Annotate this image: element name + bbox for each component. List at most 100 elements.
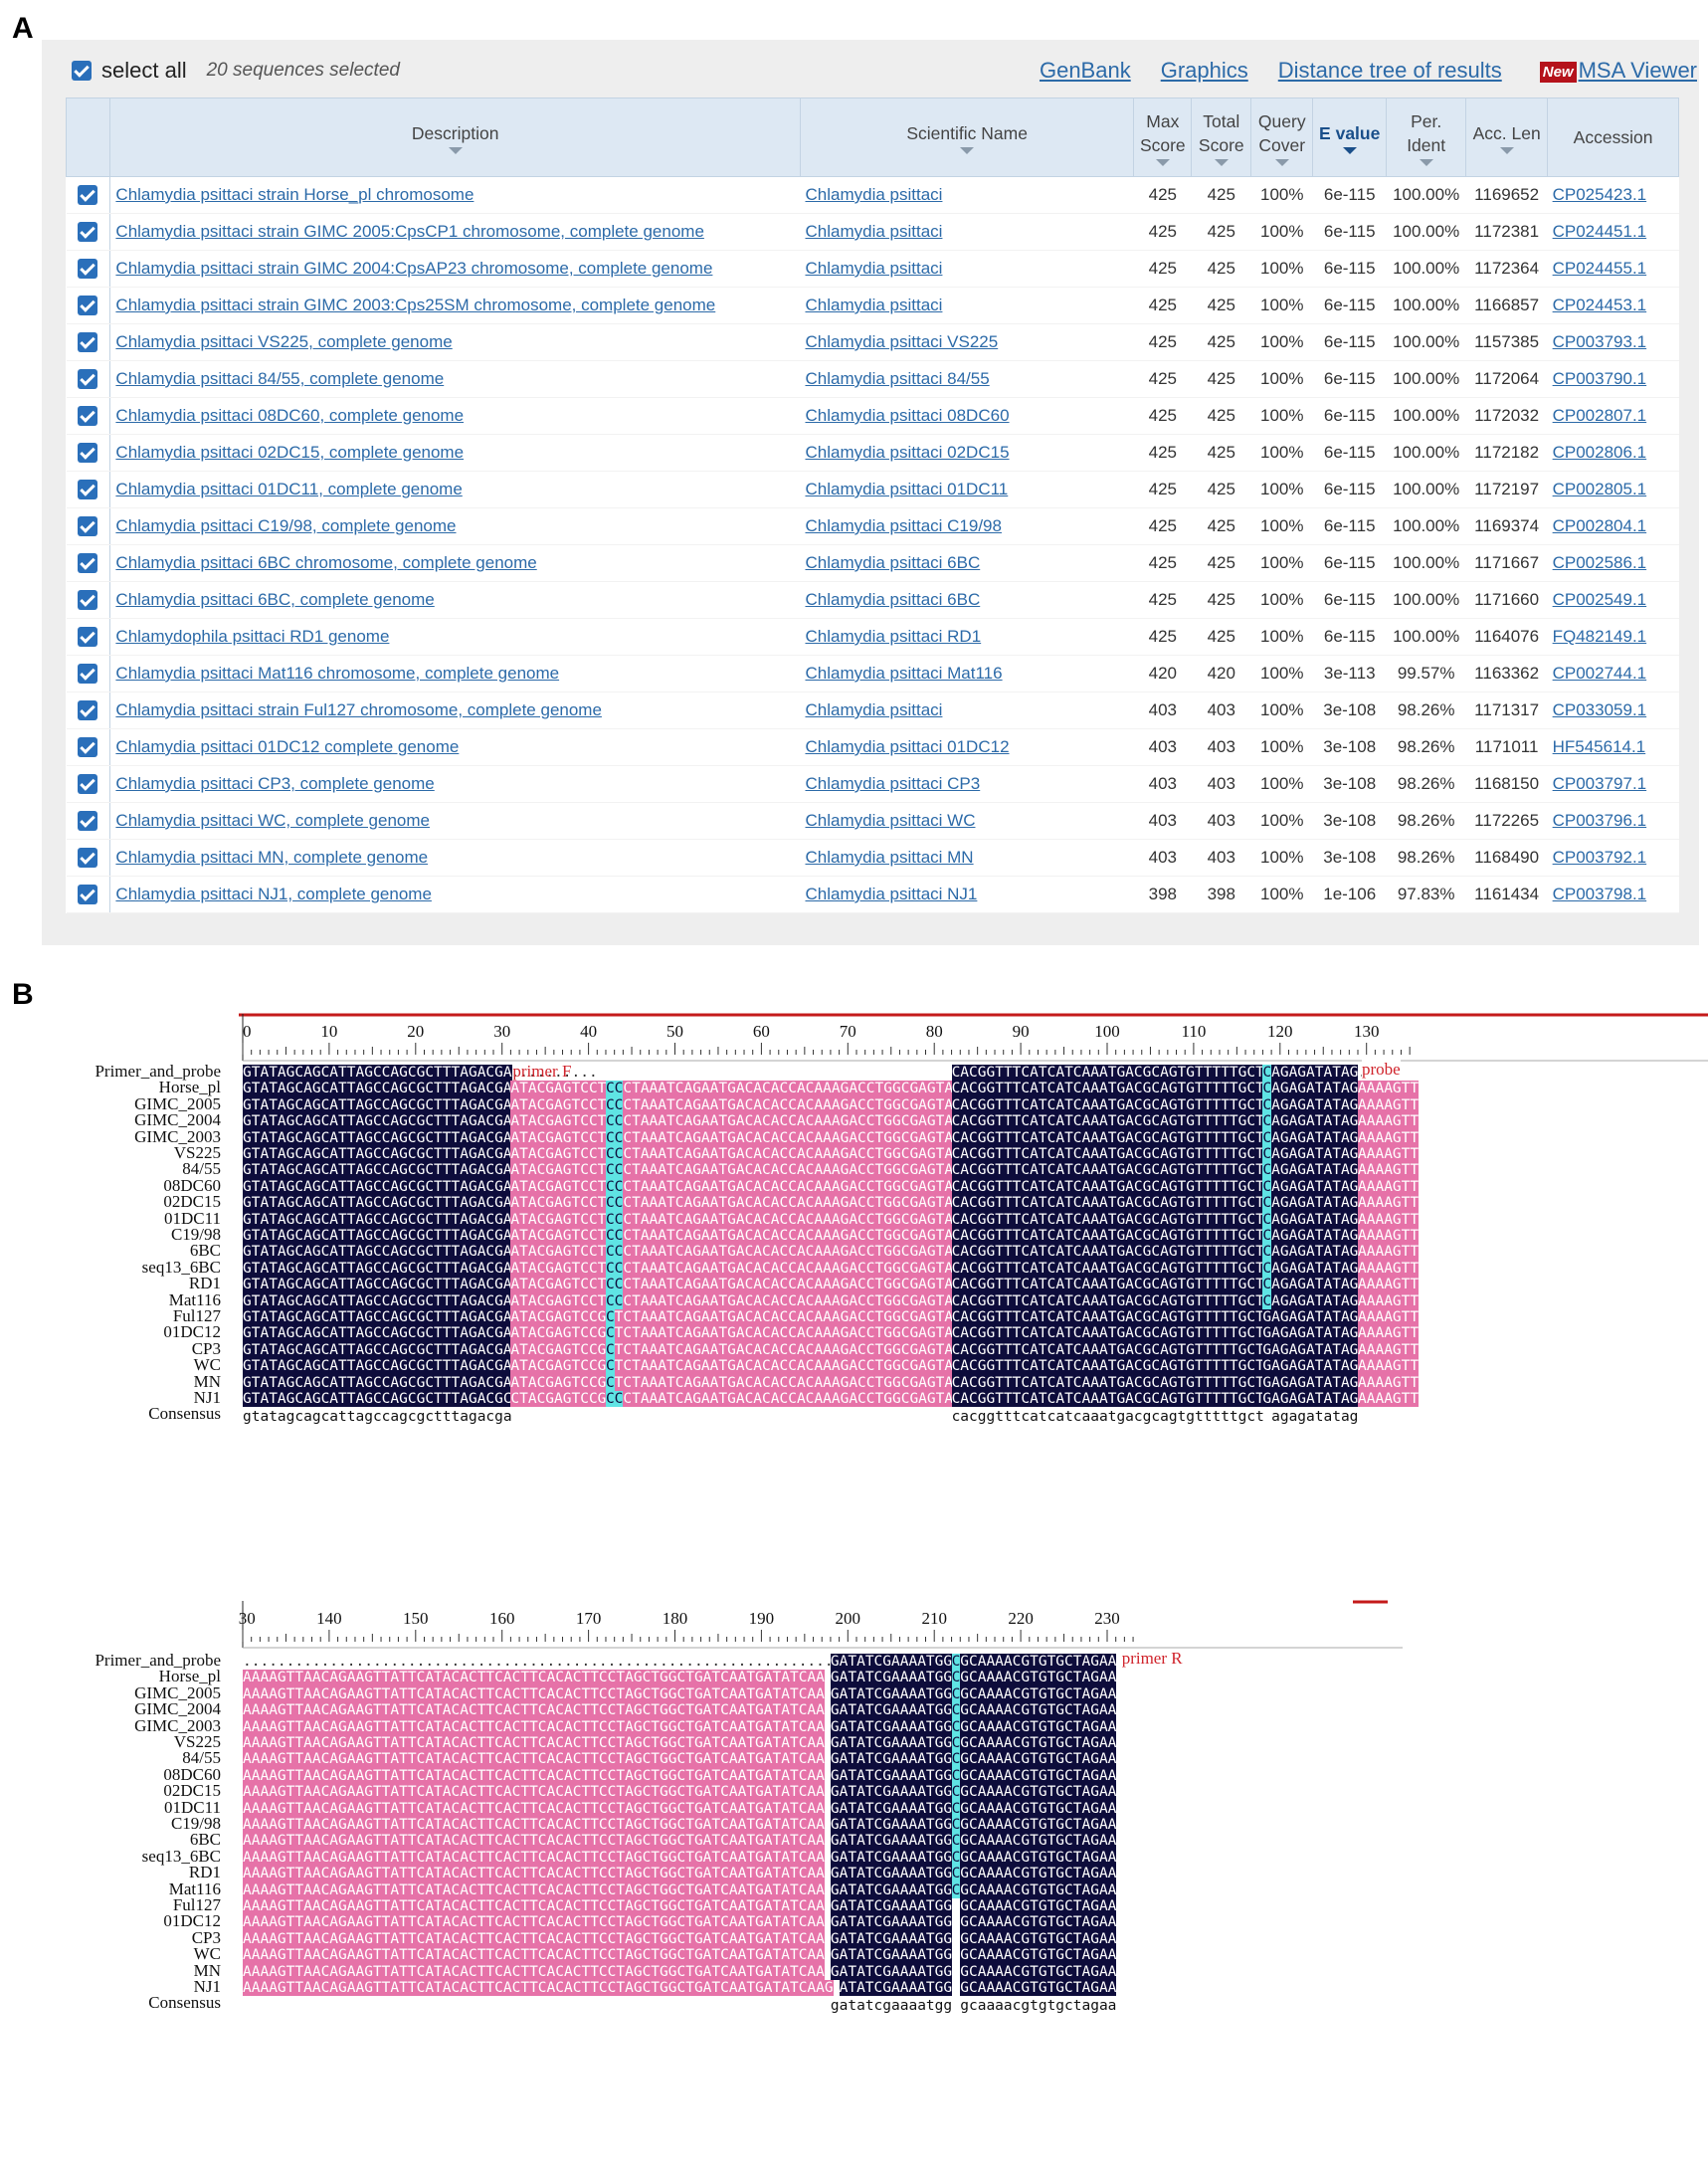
row-checkbox[interactable]	[78, 185, 98, 206]
description-link[interactable]: Chlamydia psittaci strain Ful127 chromos…	[115, 700, 602, 719]
col-description[interactable]: Description	[109, 98, 801, 177]
scientific-name-link[interactable]: Chlamydia psittaci	[805, 185, 943, 204]
accession-link[interactable]: CP002804.1	[1552, 516, 1647, 535]
snp-base: C	[605, 1292, 615, 1309]
accession-link[interactable]: CP024453.1	[1552, 296, 1647, 314]
description-link[interactable]: Chlamydia psittaci C19/98, complete geno…	[115, 516, 457, 535]
col-per-ident[interactable]: Per. Ident	[1386, 98, 1467, 177]
accession-link[interactable]: CP002744.1	[1552, 664, 1647, 683]
scientific-name-link[interactable]: Chlamydia psittaci 02DC15	[805, 443, 1010, 462]
description-link[interactable]: Chlamydia psittaci 02DC15, complete geno…	[115, 443, 465, 462]
description-link[interactable]: Chlamydia psittaci 6BC, complete genome	[115, 590, 435, 609]
description-link[interactable]: Chlamydia psittaci MN, complete genome	[115, 848, 429, 867]
row-checkbox[interactable]	[78, 369, 98, 390]
row-checkbox[interactable]	[78, 885, 98, 905]
accession-link[interactable]: CP025423.1	[1552, 185, 1647, 204]
scientific-name-link[interactable]: Chlamydia psittaci WC	[805, 811, 976, 830]
graphics-link[interactable]: Graphics	[1160, 58, 1248, 83]
genbank-link[interactable]: GenBank	[1039, 58, 1131, 83]
accession-link[interactable]: CP002549.1	[1552, 590, 1647, 609]
accession-link[interactable]: CP024451.1	[1552, 222, 1647, 241]
row-checkbox[interactable]	[78, 848, 98, 869]
scientific-name-link[interactable]: Chlamydia psittaci 08DC60	[805, 406, 1010, 425]
col-e-value[interactable]: E value	[1312, 98, 1388, 177]
row-checkbox[interactable]	[78, 664, 98, 685]
scientific-name-link[interactable]: Chlamydia psittaci CP3	[805, 774, 981, 793]
description-link[interactable]: Chlamydia psittaci VS225, complete genom…	[115, 332, 453, 351]
accession-link[interactable]: CP003793.1	[1552, 332, 1647, 351]
col-query-cover[interactable]: Query Cover	[1250, 98, 1314, 177]
scientific-name-link[interactable]: Chlamydia psittaci 6BC	[805, 590, 981, 609]
row-checkbox[interactable]	[78, 406, 98, 427]
row-checkbox[interactable]	[78, 259, 98, 280]
row-checkbox[interactable]	[78, 627, 98, 648]
accession-link[interactable]: CP033059.1	[1552, 700, 1647, 719]
accession-link[interactable]: HF545614.1	[1552, 737, 1646, 756]
scientific-name-link[interactable]: Chlamydia psittaci VS225	[805, 332, 999, 351]
select-all-checkbox[interactable]	[72, 61, 92, 81]
description-link[interactable]: Chlamydia psittaci WC, complete genome	[115, 811, 430, 830]
accession-link[interactable]: CP002806.1	[1552, 443, 1647, 462]
accession-link[interactable]: FQ482149.1	[1552, 627, 1647, 646]
description-link[interactable]: Chlamydophila psittaci RD1 genome	[115, 627, 390, 646]
msa-viewer-link[interactable]: MSA Viewer	[1578, 58, 1697, 83]
row-checkbox[interactable]	[78, 774, 98, 795]
row-checkbox[interactable]	[78, 480, 98, 500]
col-max-score[interactable]: Max Score	[1133, 98, 1193, 177]
scientific-name-link[interactable]: Chlamydia psittaci NJ1	[805, 885, 978, 903]
description-link[interactable]: Chlamydia psittaci Mat116 chromosome, co…	[115, 664, 560, 683]
row-checkbox[interactable]	[78, 222, 98, 243]
description-link[interactable]: Chlamydia psittaci CP3, complete genome	[115, 774, 435, 793]
row-checkbox[interactable]	[78, 553, 98, 574]
accession-link[interactable]: CP024455.1	[1552, 259, 1647, 278]
select-all-label[interactable]: select all	[101, 58, 187, 83]
scientific-name-link[interactable]: Chlamydia psittaci	[805, 222, 943, 241]
col-total-score[interactable]: Total Score	[1191, 98, 1252, 177]
scientific-name-link[interactable]: Chlamydia psittaci	[805, 296, 943, 314]
description-link[interactable]: Chlamydia psittaci strain GIMC 2005:CpsC…	[115, 222, 704, 241]
row-checkbox[interactable]	[78, 811, 98, 832]
row-checkbox[interactable]	[78, 443, 98, 464]
description-link[interactable]: Chlamydia psittaci strain GIMC 2003:Cps2…	[115, 296, 716, 314]
description-link[interactable]: Chlamydia psittaci 01DC12 complete genom…	[115, 737, 460, 756]
description-link[interactable]: Chlamydia psittaci 08DC60, complete geno…	[115, 406, 465, 425]
accession-link[interactable]: CP003797.1	[1552, 774, 1647, 793]
col-acc-len[interactable]: Acc. Len	[1465, 98, 1549, 177]
row-checkbox[interactable]	[78, 737, 98, 758]
scientific-name-link[interactable]: Chlamydia psittaci RD1	[805, 627, 982, 646]
col-scientific-name[interactable]: Scientific Name	[799, 98, 1135, 177]
scientific-name-link[interactable]: Chlamydia psittaci Mat116	[805, 664, 1003, 683]
scientific-name-link[interactable]: Chlamydia psittaci C19/98	[805, 516, 1002, 535]
scientific-name-link[interactable]: Chlamydia psittaci	[805, 700, 943, 719]
description-link[interactable]: Chlamydia psittaci strain GIMC 2004:CpsA…	[115, 259, 713, 278]
accession-link[interactable]: CP002805.1	[1552, 480, 1647, 498]
accession-link[interactable]: CP002586.1	[1552, 553, 1647, 572]
accession-link[interactable]: CP002807.1	[1552, 406, 1647, 425]
accession-link[interactable]: CP003798.1	[1552, 885, 1647, 903]
scientific-name-link[interactable]: Chlamydia psittaci 01DC12	[805, 737, 1010, 756]
description-link[interactable]: Chlamydia psittaci 01DC11, complete geno…	[115, 480, 463, 498]
accession-link[interactable]: CP003792.1	[1552, 848, 1647, 867]
snp-base: C	[1262, 1244, 1272, 1261]
select-all-control[interactable]: select all 20 sequences selected	[72, 58, 400, 84]
row-checkbox[interactable]	[78, 296, 98, 316]
accession-link[interactable]: CP003790.1	[1552, 369, 1647, 388]
row-checkbox[interactable]	[78, 516, 98, 537]
description-link[interactable]: Chlamydia psittaci 6BC chromosome, compl…	[115, 553, 537, 572]
scientific-name-link[interactable]: Chlamydia psittaci 84/55	[805, 369, 990, 388]
scientific-name-link[interactable]: Chlamydia psittaci	[805, 259, 943, 278]
row-checkbox[interactable]	[78, 332, 98, 353]
description-link[interactable]: Chlamydia psittaci 84/55, complete genom…	[115, 369, 445, 388]
description-link[interactable]: Chlamydia psittaci NJ1, complete genome	[115, 885, 432, 903]
col-accession[interactable]: Accession	[1547, 98, 1679, 177]
scientific-name-link[interactable]: Chlamydia psittaci MN	[805, 848, 974, 867]
sequence-name: 02DC15	[163, 1192, 221, 1212]
aligned-region-primer-f: GTATAGCAGCATTAGCCAGCGCTTTAGACGA	[243, 1096, 512, 1114]
accession-link[interactable]: CP003796.1	[1552, 811, 1647, 830]
description-link[interactable]: Chlamydia psittaci strain Horse_pl chrom…	[115, 185, 474, 204]
scientific-name-link[interactable]: Chlamydia psittaci 01DC11	[805, 480, 1009, 498]
row-checkbox[interactable]	[78, 590, 98, 611]
scientific-name-link[interactable]: Chlamydia psittaci 6BC	[805, 553, 981, 572]
row-checkbox[interactable]	[78, 700, 98, 721]
distance-tree-link[interactable]: Distance tree of results	[1277, 58, 1502, 83]
